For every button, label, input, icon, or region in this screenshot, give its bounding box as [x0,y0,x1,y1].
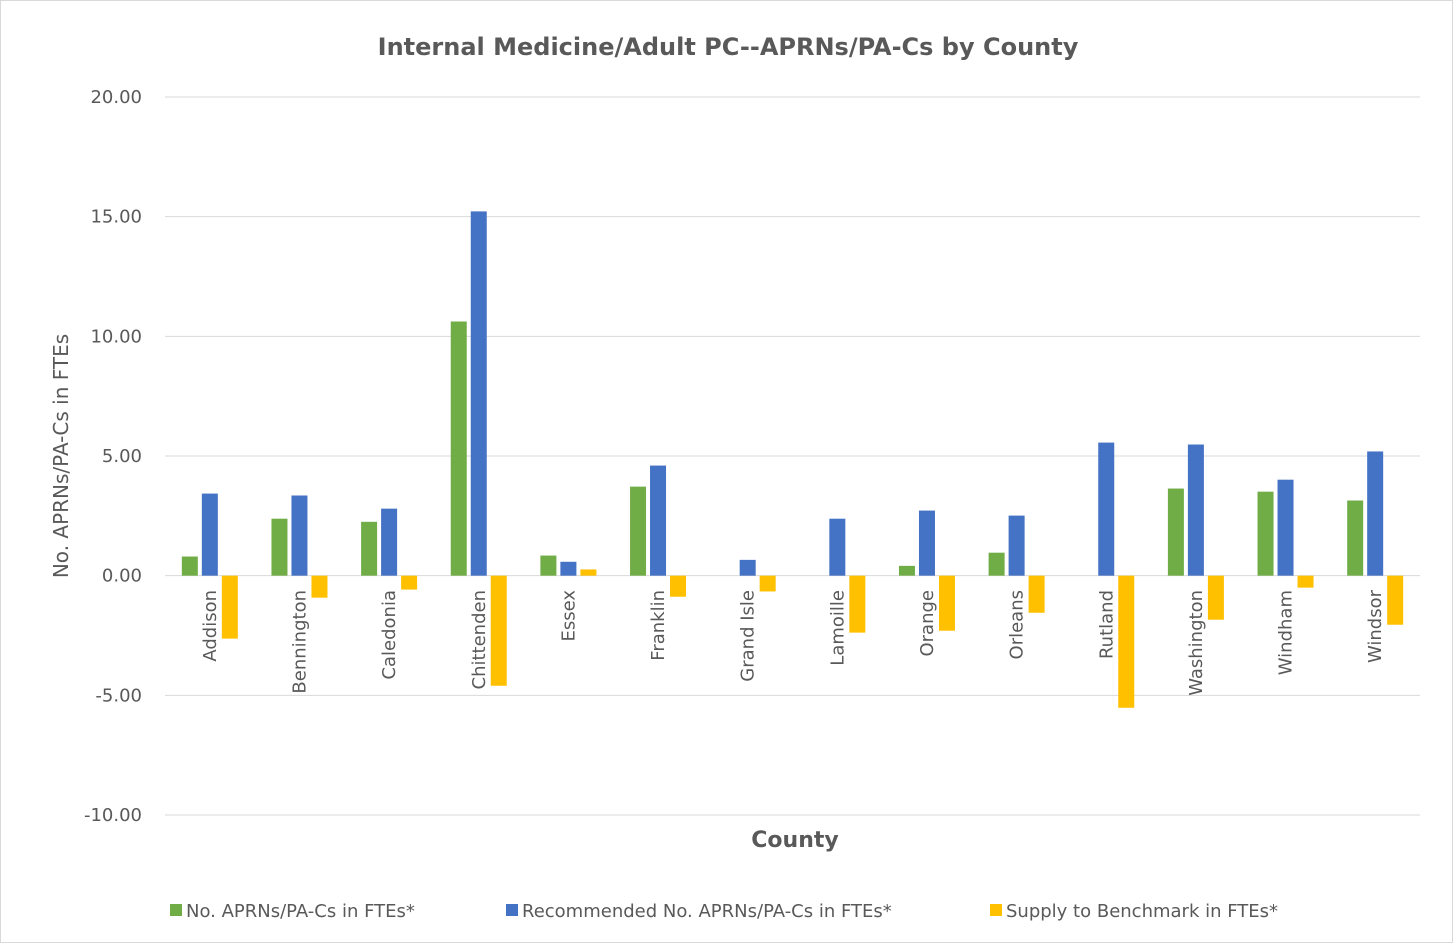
y-tick-label: -10.00 [84,805,142,826]
bar [938,575,955,631]
bar [1028,575,1045,613]
y-tick-label: 20.00 [90,87,142,108]
x-tick-label: Rutland [1096,590,1117,659]
bar [759,575,776,592]
x-tick-label: Orange [917,590,938,657]
bar [580,569,597,576]
x-tick-label: Lamoille [827,590,848,666]
x-tick-label: Bennington [289,590,310,694]
bar [898,565,915,576]
bar [381,508,398,576]
bar [401,575,418,590]
x-tick-label: Orleans [1007,590,1028,659]
bar [1098,442,1115,576]
bar [1277,479,1294,576]
bar [630,486,647,576]
bar [1167,488,1184,576]
bar [988,552,1005,576]
x-tick-label: Essex [558,590,579,642]
bar [849,575,866,633]
y-axis-title: No. APRNs/PA-Cs in FTEs [49,334,73,578]
bar [670,575,687,597]
legend-label: No. APRNs/PA-Cs in FTEs* [186,901,415,922]
x-tick-label: Chittenden [469,590,490,689]
y-tick-label: 10.00 [90,326,142,347]
legend-swatch [506,904,518,916]
bar [829,518,846,576]
bar [1008,515,1025,576]
bar [311,575,328,598]
bar [1257,491,1274,576]
x-tick-label: Washington [1186,590,1207,696]
bar [739,559,756,576]
bar [181,556,198,576]
bar [450,321,467,576]
x-tick-label: Grand Isle [738,590,759,682]
x-tick-label: Caledonia [379,590,400,680]
bar [221,575,238,639]
bar [918,510,935,576]
legend-label: Recommended No. APRNs/PA-Cs in FTEs* [522,901,892,922]
bar [1297,575,1314,588]
bar [540,555,557,576]
bar [1367,451,1384,576]
bar [650,465,667,576]
bar [1387,575,1404,625]
chart-title: Internal Medicine/Adult PC--APRNs/PA-Cs … [378,33,1079,61]
bar [361,521,378,576]
x-tick-label: Windham [1276,590,1297,675]
bar [490,575,507,686]
legend-label: Supply to Benchmark in FTEs* [1006,901,1278,922]
x-axis-title: County [751,828,838,853]
y-tick-label: -5.00 [95,685,142,706]
y-tick-label: 0.00 [102,566,142,587]
bar [271,518,288,576]
y-tick-label: 15.00 [90,207,142,228]
y-tick-label: 5.00 [102,446,142,467]
bar [291,495,308,576]
bar [560,561,577,576]
x-tick-label: Franklin [648,590,669,661]
bar [1347,500,1364,576]
bar [201,493,218,576]
legend-swatch [990,904,1002,916]
bar [470,211,487,576]
bar [1118,575,1135,708]
x-tick-label: Addison [200,590,221,662]
legend-swatch [170,904,182,916]
bar [1207,575,1224,620]
x-tick-label: Windsor [1365,589,1386,663]
bar [1187,444,1204,576]
